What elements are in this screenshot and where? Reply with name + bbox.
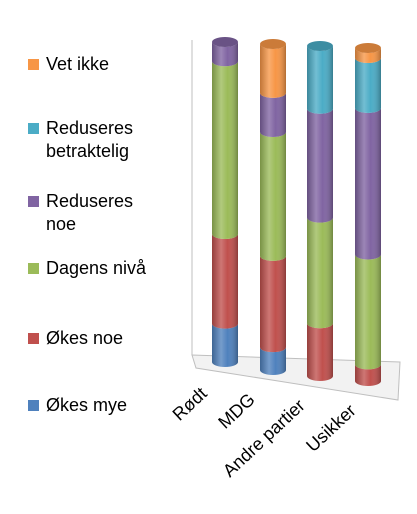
bar-segment-shading [307, 46, 333, 114]
bar-segment-shading [260, 255, 286, 353]
legend-label: Reduseres betraktelig [46, 118, 133, 161]
legend-label: Vet ikke [46, 54, 109, 74]
bar-segment-shading [355, 107, 381, 260]
bar-2 [307, 41, 333, 381]
bar-segment-shading [307, 108, 333, 223]
bar-0 [212, 37, 238, 367]
bar-segment-shading [355, 364, 381, 386]
bar-segment-shading [307, 323, 333, 381]
legend-swatch [28, 400, 39, 411]
legend-entry: Økes mye [28, 395, 127, 415]
bar-3 [355, 43, 381, 386]
category-tick-label: Rødt [169, 383, 211, 424]
legend: Vet ikke Reduseres betraktelig Reduseres noe… [28, 54, 147, 415]
bar-segment-shading [260, 92, 286, 138]
bar-segment-shading [307, 217, 333, 329]
bar-segment-shading [260, 347, 286, 375]
legend-swatch [28, 123, 39, 134]
legend-label: Økes noe [46, 328, 123, 348]
legend-label: Reduseres noe [46, 191, 133, 234]
bar-segment-shading [355, 48, 381, 63]
bar-segment-shading [212, 61, 238, 240]
legend-entry: Reduseres betraktelig [28, 118, 133, 161]
legend-label: Dagens nivå [46, 258, 147, 278]
bar-segment-shading [260, 44, 286, 98]
bar-segment-shading [212, 234, 238, 329]
legend-label: Økes mye [46, 395, 127, 415]
bar-top-cap [307, 41, 333, 51]
bar-segment-shading [355, 254, 381, 370]
bar-segment-shading [355, 57, 381, 113]
legend-swatch [28, 263, 39, 274]
bar-top-cap [212, 37, 238, 47]
bars-layer [212, 37, 381, 386]
bar-1 [260, 39, 286, 375]
legend-entry: Dagens nivå [28, 258, 147, 278]
legend-entry: Økes noe [28, 328, 123, 348]
legend-entry: Reduseres noe [28, 191, 133, 234]
bar-top-cap [355, 43, 381, 53]
category-tick-label: Usikker [302, 400, 360, 456]
bar-top-cap [260, 39, 286, 49]
bar-segment-shading [212, 323, 238, 367]
legend-swatch [28, 59, 39, 70]
legend-entry: Vet ikke [28, 54, 109, 74]
category-tick-label: MDG [214, 389, 258, 432]
bar-segment-shading [260, 132, 286, 261]
legend-swatch [28, 333, 39, 344]
bar-segment-shading [212, 42, 238, 67]
legend-swatch [28, 196, 39, 207]
